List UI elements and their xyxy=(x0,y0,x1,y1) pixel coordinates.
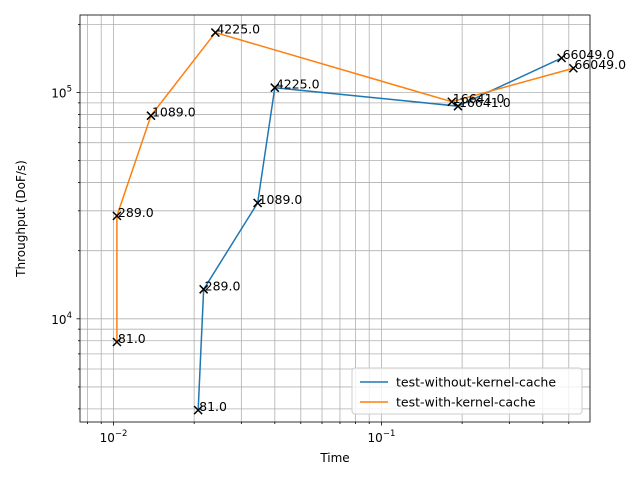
data-point-label: 81.0 xyxy=(199,399,227,414)
data-point-marker xyxy=(210,28,220,38)
data-point-label: 4225.0 xyxy=(276,77,320,92)
series-line-test-with-kernel-cache xyxy=(116,31,574,342)
legend: test-without-kernel-cache test-with-kern… xyxy=(351,367,583,415)
data-point-label: 289.0 xyxy=(118,205,154,220)
data-point-label: 16641.0 xyxy=(459,95,511,110)
x-axis-label: Time xyxy=(319,451,349,465)
x-tick-label: 10−2 xyxy=(100,429,128,445)
data-point-label: 1089.0 xyxy=(152,105,196,120)
data-point-marker xyxy=(568,63,578,73)
data-point-label: 81.0 xyxy=(118,331,146,346)
data-point-marker xyxy=(146,111,156,121)
data-point-marker xyxy=(199,284,209,294)
plot-frame xyxy=(79,14,591,423)
data-point-marker xyxy=(193,405,203,415)
marker-layer xyxy=(112,28,578,415)
data-point-label: 66049.0 xyxy=(574,57,626,72)
data-point-label: 66049.0 xyxy=(563,47,615,62)
data-point-label: 4225.0 xyxy=(216,22,260,37)
x-tick-label: 10−1 xyxy=(368,429,396,445)
data-point-marker xyxy=(447,97,457,107)
data-point-label: 16641.0 xyxy=(453,91,505,106)
point-labels: 81.0 289.0 1089.0 4225.0 16641.0 66049.0 81.0 2… xyxy=(118,22,626,415)
data-point-label: 289.0 xyxy=(205,278,241,293)
data-point-marker xyxy=(270,83,280,93)
series-line-test-without-kernel-cache xyxy=(197,57,562,411)
data-point-marker xyxy=(112,211,122,221)
legend-entry-test-with-kernel-cache: test-with-kernel-cache xyxy=(396,395,536,410)
data-point-label: 1089.0 xyxy=(259,192,303,207)
y-tick-label: 104 xyxy=(51,311,72,327)
series-layer xyxy=(116,31,574,411)
legend-box xyxy=(351,367,583,415)
y-axis-label: Throughput (DoF/s) xyxy=(14,160,28,278)
data-point-marker xyxy=(557,53,567,63)
data-point-marker xyxy=(453,101,463,111)
data-point-marker xyxy=(112,337,122,347)
grid xyxy=(80,15,590,422)
legend-entry-test-without-kernel-cache: test-without-kernel-cache xyxy=(396,375,556,390)
y-tick-label: 105 xyxy=(51,84,72,100)
data-point-marker xyxy=(253,198,263,208)
axis-ticks: 10−2 10−1 104 105 xyxy=(51,23,570,445)
